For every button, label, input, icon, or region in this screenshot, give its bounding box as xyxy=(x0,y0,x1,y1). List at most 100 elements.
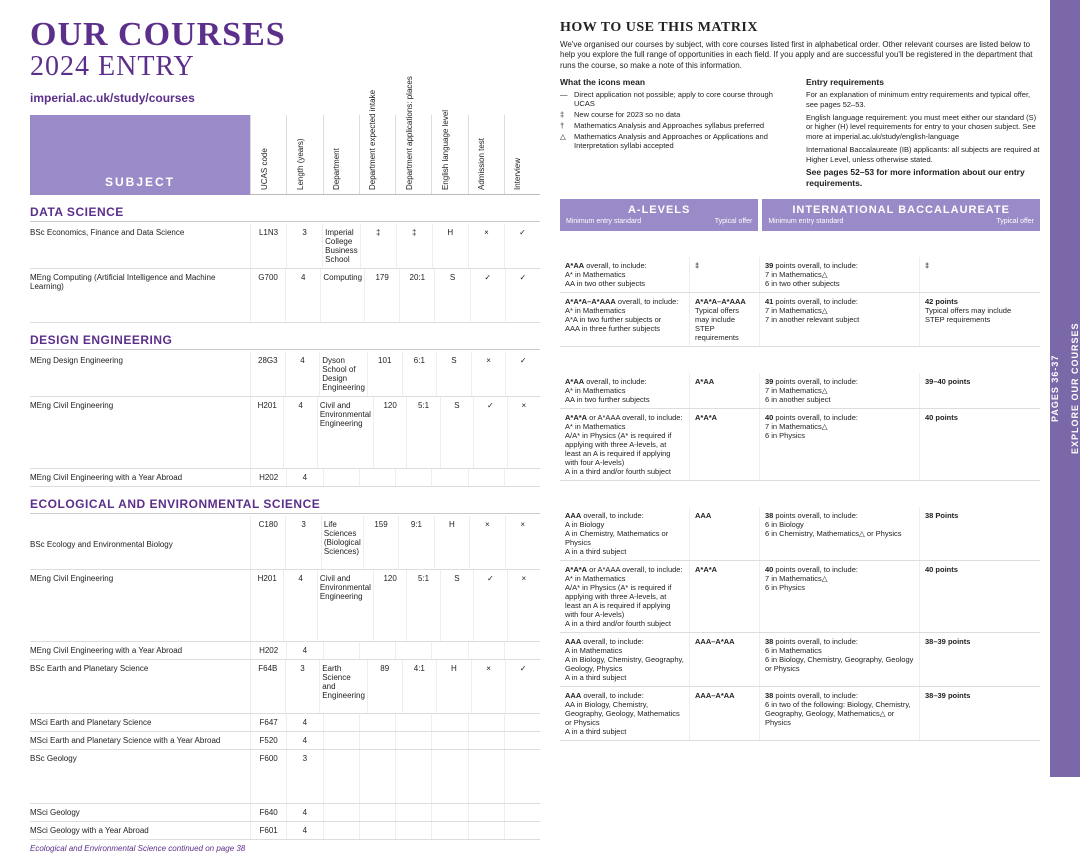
col-header: Department expected intake xyxy=(359,115,395,194)
icon-line: †Mathematics Analysis and Approaches syl… xyxy=(560,121,794,130)
column-header-row: SUBJECT UCAS codeLength (years)Departmen… xyxy=(30,115,540,195)
cell: F520 xyxy=(250,732,286,749)
entry-line: See pages 52–53 for more information abo… xyxy=(806,167,1040,189)
col-header: English language level xyxy=(431,115,467,194)
cell xyxy=(359,822,395,839)
course-name: MEng Computing (Artificial Intelligence … xyxy=(30,269,250,322)
req-cell: 38 points overall, to include:6 in two o… xyxy=(760,687,920,740)
cell: Computing xyxy=(320,269,364,322)
alevels-label: A-LEVELS xyxy=(566,204,752,216)
req-cell: 38–39 points xyxy=(920,633,1030,686)
req-cell: 39 points overall, to include:7 in Mathe… xyxy=(760,373,920,408)
cell xyxy=(395,469,431,486)
req-cell: AAA overall, to include:A in BiologyA in… xyxy=(560,507,690,560)
cell: L1N3 xyxy=(250,224,286,268)
cell xyxy=(431,732,467,749)
cell: 6:1 xyxy=(402,352,437,396)
icon-line: △Mathematics Analysis and Approaches or … xyxy=(560,132,794,150)
cell: × xyxy=(507,570,540,641)
cell xyxy=(431,714,467,731)
cell: 4 xyxy=(286,732,322,749)
course-name: MSci Earth and Planetary Science with a … xyxy=(30,732,250,749)
req-cell: 39 points overall, to include:7 in Mathe… xyxy=(760,257,920,292)
req-cell: A*A*A or A*AAA overall, to include:A* in… xyxy=(560,561,690,632)
cell: ✓ xyxy=(505,352,540,396)
req-cell: 38 points overall, to include:6 in Biolo… xyxy=(760,507,920,560)
cell: C180 xyxy=(250,516,285,569)
cell: Life Sciences (Biological Sciences) xyxy=(321,516,363,569)
req-cell: 40 points overall, to include:7 in Mathe… xyxy=(760,409,920,480)
cell: 159 xyxy=(363,516,398,569)
cell xyxy=(395,822,431,839)
min-label2: Minimum entry standard xyxy=(768,218,843,225)
req-cell: AAA overall, to include:AA in Biology, C… xyxy=(560,687,690,740)
typ-label2: Typical offer xyxy=(996,218,1034,225)
cell xyxy=(323,469,359,486)
cell: S xyxy=(440,397,473,468)
cell: F601 xyxy=(250,822,286,839)
cell xyxy=(323,750,359,803)
entry-line: For an explanation of minimum entry requ… xyxy=(806,90,1040,110)
cell xyxy=(504,822,540,839)
cell: 101 xyxy=(367,352,402,396)
req-row: AAA overall, to include:A in Mathematics… xyxy=(560,633,1040,687)
cell xyxy=(468,642,504,659)
cell: 4 xyxy=(285,269,320,322)
cell: 4 xyxy=(286,714,322,731)
course-name: MEng Civil Engineering xyxy=(30,570,250,641)
title-line2: 2024 ENTRY xyxy=(30,51,540,83)
col-header: Department applications: places xyxy=(395,115,431,194)
cell: S xyxy=(440,570,473,641)
course-name: BSc Geology xyxy=(30,750,250,803)
cell: F64B xyxy=(250,660,285,713)
right-page: HOW TO USE THIS MATRIX We've organised o… xyxy=(550,0,1050,777)
cell: 120 xyxy=(373,570,406,641)
course-name: BSc Ecology and Environmental Biology xyxy=(30,516,250,569)
cell: 3 xyxy=(286,224,322,268)
cell: H201 xyxy=(250,397,283,468)
cell: ✓ xyxy=(470,269,505,322)
req-cell: A*A*A xyxy=(690,409,760,480)
cell: 179 xyxy=(364,269,399,322)
cell: ‡ xyxy=(396,224,432,268)
course-row: MEng Design Engineering28G34Dyson School… xyxy=(30,352,540,397)
course-row: MEng Computing (Artificial Intelligence … xyxy=(30,269,540,323)
cell xyxy=(395,642,431,659)
cell xyxy=(431,469,467,486)
cell xyxy=(323,642,359,659)
side-tab: EXPLORE OUR COURSES PAGES 36-37 xyxy=(1050,0,1080,777)
cell xyxy=(395,714,431,731)
cell: 4 xyxy=(286,469,322,486)
cell xyxy=(431,642,467,659)
cell xyxy=(431,804,467,821)
left-page: OUR COURSES 2024 ENTRY imperial.ac.uk/st… xyxy=(0,0,550,777)
course-row: MSci Earth and Planetary Science with a … xyxy=(30,732,540,750)
cell: 4 xyxy=(286,804,322,821)
cell: Civil and Environmental Engineering xyxy=(317,570,373,641)
req-row: AAA overall, to include:AA in Biology, C… xyxy=(560,687,1040,741)
col-header: Length (years) xyxy=(286,115,322,194)
cell: × xyxy=(469,516,504,569)
cell xyxy=(431,822,467,839)
cell: ✓ xyxy=(473,570,506,641)
req-cell: 40 points xyxy=(920,561,1030,632)
cell: F640 xyxy=(250,804,286,821)
cell xyxy=(504,469,540,486)
cell: 120 xyxy=(373,397,406,468)
cell: 20:1 xyxy=(399,269,434,322)
continued-note: Ecological and Environmental Science con… xyxy=(30,844,540,853)
req-cell: 38 Points xyxy=(920,507,1030,560)
cell: 5:1 xyxy=(406,397,439,468)
requirements-header: A-LEVELS Minimum entry standard Typical o… xyxy=(560,199,1040,231)
cell: S xyxy=(436,352,471,396)
cell: 9:1 xyxy=(398,516,433,569)
req-cell: AAA–A*AA xyxy=(690,687,760,740)
course-row: MEng Civil EngineeringH2014Civil and Env… xyxy=(30,397,540,469)
req-cell: ‡ xyxy=(690,257,760,292)
cell: 3 xyxy=(285,516,320,569)
entry-heading: Entry requirements xyxy=(806,77,1040,87)
cell: × xyxy=(505,516,540,569)
course-name: BSc Earth and Planetary Science xyxy=(30,660,250,713)
req-cell: 38–39 points xyxy=(920,687,1030,740)
cell xyxy=(359,732,395,749)
